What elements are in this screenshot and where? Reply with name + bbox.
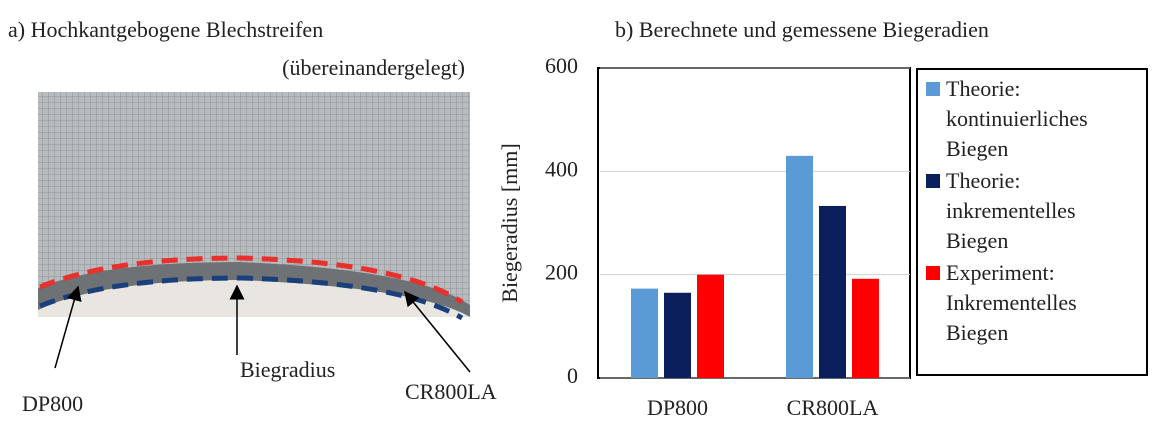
y-tick-label: 600 — [545, 53, 578, 78]
photo-label: CR800LA — [405, 379, 497, 404]
legend-label: Theorie: kontinuierliches Biegen — [946, 76, 1088, 161]
bar — [852, 279, 879, 378]
y-tick-label: 0 — [567, 363, 578, 388]
photo-label: DP800 — [22, 391, 83, 416]
photo-label: Biegradius — [240, 357, 335, 382]
chart-title: b) Berechnete und gemessene Biegeradien — [615, 17, 989, 42]
x-tick-label: CR800LA — [787, 395, 879, 420]
legend-swatch — [926, 266, 940, 280]
legend-swatch — [926, 82, 940, 96]
legend-swatch — [926, 174, 940, 188]
bar — [786, 156, 813, 378]
photo — [38, 92, 470, 372]
bar — [664, 293, 691, 378]
panel-a-title: a) Hochkantgebogene Blechstreifen — [8, 17, 323, 42]
legend-item: Theorie: kontinuierliches Biegen — [924, 74, 1140, 164]
page: {"panel_a": {"title": "a) Hochkantgeboge… — [0, 0, 1160, 425]
legend-item: Experiment: Inkrementelles Biegen — [924, 258, 1140, 348]
x-tick-label: DP800 — [647, 395, 708, 420]
panel-a-subtitle: (übereinandergelegt) — [282, 55, 465, 80]
bar — [631, 289, 658, 378]
legend-label: Theorie: inkrementelles Biegen — [946, 168, 1076, 253]
bar — [697, 275, 724, 378]
y-tick-label: 400 — [545, 156, 578, 181]
bar — [819, 206, 846, 378]
y-tick-label: 200 — [545, 260, 578, 285]
legend-item: Theorie: inkrementelles Biegen — [924, 166, 1140, 256]
y-axis-label: Biegeradius [mm] — [497, 143, 522, 302]
legend-label: Experiment: Inkrementelles Biegen — [946, 260, 1077, 345]
